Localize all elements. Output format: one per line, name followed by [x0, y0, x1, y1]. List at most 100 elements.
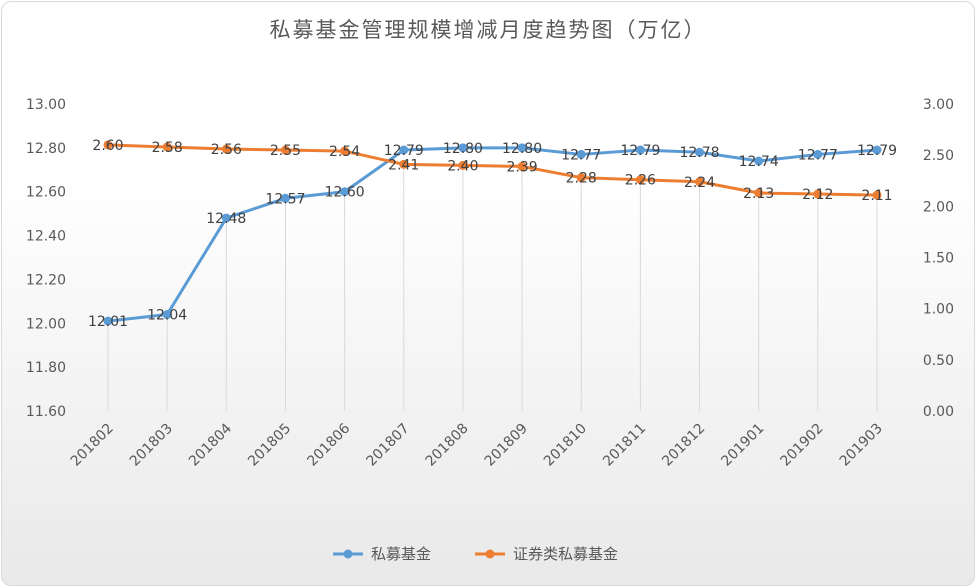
- data-point: [576, 173, 586, 183]
- right-tick-label: 0.50: [923, 353, 954, 369]
- data-point: [162, 310, 172, 320]
- data-label: 2.39: [506, 159, 537, 175]
- data-label: 12.01: [88, 314, 128, 330]
- data-label: 2.12: [802, 187, 833, 203]
- data-label: 2.28: [566, 171, 597, 187]
- data-point: [162, 142, 172, 152]
- right-tick-label: 0.00: [923, 404, 954, 420]
- left-tick-label: 11.80: [26, 360, 66, 376]
- left-axis-ticks: 13.00 12.80 12.60 12.40 12.20 12.00 11.80 11.60: [26, 97, 66, 420]
- x-tick-label: 201803: [127, 421, 176, 470]
- data-label: 2.60: [92, 138, 123, 154]
- data-label: 12.77: [798, 147, 838, 163]
- data-label: 12.80: [502, 141, 542, 157]
- data-point: [813, 149, 823, 159]
- data-label: 12.60: [325, 185, 365, 201]
- right-tick-label: 1.50: [923, 251, 954, 267]
- right-tick-label: 3.00: [923, 97, 954, 113]
- right-tick-label: 2.50: [923, 148, 954, 164]
- data-label: 12.77: [561, 147, 601, 163]
- x-tick-label: 201809: [482, 421, 531, 470]
- data-label: 12.04: [147, 308, 187, 324]
- data-label: 12.79: [620, 143, 660, 159]
- data-point: [399, 159, 409, 169]
- x-tick-label: 201811: [600, 421, 649, 470]
- series-line: [107, 146, 878, 323]
- x-tick-label: 201804: [186, 420, 235, 469]
- x-axis-ticks: 201802 201803 201804 201805 201806 201807 2018…: [68, 420, 886, 469]
- data-label: 12.78: [679, 145, 719, 161]
- data-point: [340, 187, 350, 197]
- data-label: 12.79: [857, 143, 897, 159]
- x-tick-label: 201901: [718, 421, 767, 470]
- data-label: 2.58: [152, 140, 183, 156]
- left-tick-label: 12.00: [26, 316, 66, 332]
- right-tick-label: 1.00: [923, 302, 954, 318]
- left-tick-label: 11.60: [26, 404, 66, 420]
- left-tick-label: 12.60: [26, 185, 66, 201]
- data-labels: 12.01 12.04 12.48 12.57 12.60 12.79 12.80 12.80…: [88, 138, 897, 330]
- data-point: [635, 145, 645, 155]
- data-point: [103, 316, 113, 326]
- left-tick-label: 12.80: [26, 141, 66, 157]
- data-point: [517, 161, 527, 171]
- data-label: 2.24: [684, 175, 715, 191]
- data-point: [635, 175, 645, 185]
- x-tick-label: 201806: [304, 420, 353, 469]
- legend-swatch-marker: [485, 549, 495, 559]
- x-tick-label: 201902: [778, 421, 827, 470]
- data-label: 2.54: [329, 144, 360, 160]
- data-point: [754, 156, 764, 166]
- data-point: [399, 145, 409, 155]
- x-tick-label: 201903: [837, 421, 886, 470]
- data-point: [221, 213, 231, 223]
- series-layer: [103, 140, 882, 326]
- legend-swatch-marker: [343, 549, 353, 559]
- data-label: 2.41: [388, 157, 419, 173]
- x-tick-label: 201802: [68, 421, 117, 470]
- data-point: [458, 143, 468, 153]
- data-label: 2.26: [625, 173, 656, 189]
- data-label: 2.56: [211, 142, 242, 158]
- data-point: [754, 188, 764, 198]
- left-tick-label: 12.40: [26, 229, 66, 245]
- data-label: 12.79: [384, 143, 424, 159]
- data-point: [872, 190, 882, 200]
- data-point: [517, 143, 527, 153]
- data-point: [576, 149, 586, 159]
- data-label: 2.11: [861, 188, 892, 204]
- data-label: 12.80: [443, 141, 483, 157]
- data-label: 2.55: [270, 143, 301, 159]
- data-point: [813, 189, 823, 199]
- data-point: [280, 193, 290, 203]
- data-label: 2.40: [447, 158, 478, 174]
- data-label: 12.74: [739, 154, 779, 170]
- x-tick-label: 201812: [659, 421, 708, 470]
- left-tick-label: 12.20: [26, 272, 66, 288]
- x-tick-label: 201805: [245, 421, 294, 470]
- series-line: [107, 143, 878, 197]
- x-tick-label: 201807: [363, 421, 412, 470]
- data-point: [458, 160, 468, 170]
- data-point: [695, 147, 705, 157]
- legend-label: 私募基金: [371, 545, 431, 563]
- legend: 私募基金 证券类私募基金: [333, 545, 618, 563]
- data-point: [872, 145, 882, 155]
- data-point: [340, 146, 350, 156]
- data-label: 12.48: [206, 211, 246, 227]
- data-point: [695, 177, 705, 187]
- x-tick-label: 201810: [541, 421, 590, 470]
- data-point: [103, 140, 113, 150]
- legend-label: 证券类私募基金: [513, 545, 618, 563]
- right-tick-label: 2.00: [923, 199, 954, 215]
- data-point: [221, 144, 231, 154]
- data-point: [280, 145, 290, 155]
- data-label: 2.13: [743, 186, 774, 202]
- chart-title: 私募基金管理规模增减月度趋势图（万亿）: [269, 18, 707, 42]
- data-label: 12.57: [265, 191, 305, 207]
- x-tick-label: 201808: [423, 421, 472, 470]
- right-axis-ticks: 3.00 2.50 2.00 1.50 1.00 0.50 0.00: [923, 97, 954, 420]
- grid-lines: [107, 164, 878, 411]
